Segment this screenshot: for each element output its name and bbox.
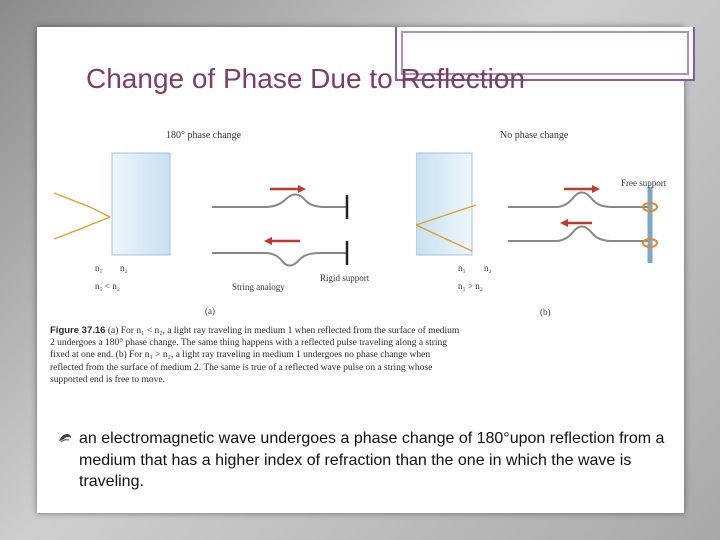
figure-panel-a [53,152,349,267]
panel-a-label: (a) [205,306,215,316]
caption-label: Figure 37.16 [50,325,106,336]
arrow-left-head-b [560,219,568,227]
free-support-ring-upper [642,202,658,212]
panel-b-n2: n₂ [484,263,492,273]
figure-caption: Figure 37.16 (a) For n₁ < n₂, a light ra… [50,325,460,386]
figure-panel-b [416,152,658,263]
panel-b-label: (b) [540,307,551,317]
caption-text: (a) For n₁ < n₂, a light ray traveling i… [50,326,460,385]
free-support-ring-lower [642,238,658,248]
slide-title: Change of Phase Due to Reflection [86,63,525,94]
reflected-ray-b [416,224,473,252]
panel-b-relation: n₁ > n₂ [458,281,483,291]
panel-a-support-label: Rigid support [320,273,370,283]
panel-a-heading: 180° phase change [166,130,242,141]
string-pulse-lower-b [508,225,648,242]
incident-ray-b [416,204,477,226]
medium-2-glass [111,152,171,256]
arrow-left-head [264,237,272,245]
panel-a-string-label: String analogy [232,282,285,292]
slide [37,27,695,513]
panel-b-heading: No phase change [500,130,569,141]
reflected-ray [53,216,111,240]
panel-b-support-label: Free support [621,178,667,188]
string-pulse-lower [212,252,346,267]
decorative-tab-frame [395,27,695,81]
panel-b-n1: n₁ [458,263,466,273]
incident-ray [53,192,111,218]
arrow-right-head-b [592,185,600,193]
arrow-right-head [298,185,306,193]
string-pulse-upper-b [508,191,648,208]
string-pulse-upper [212,193,346,208]
bullet-text: an electromagnetic wave undergoes a phas… [79,430,665,490]
panel-a-relation: n₁ < n₂ [95,281,120,291]
medium-1-glass [416,152,473,256]
fleuron-bullet-icon [59,434,71,443]
panel-a-n1: n₁ [95,263,103,273]
panel-a-n2: n₂ [120,263,128,273]
